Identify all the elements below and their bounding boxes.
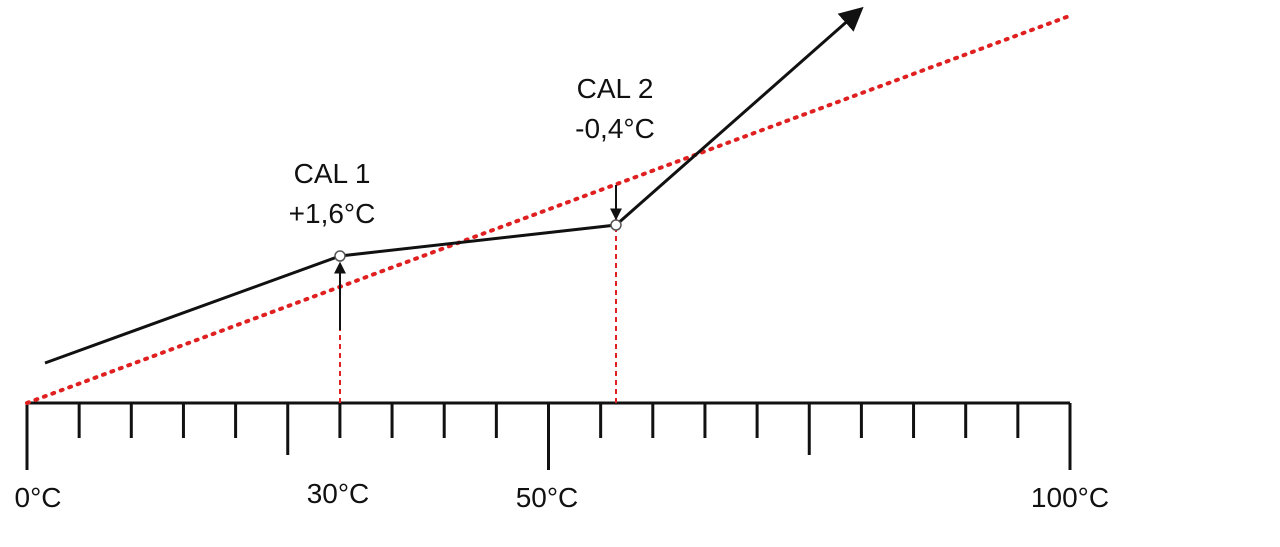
axis-label: 0°C — [15, 482, 62, 513]
cal-name: CAL 1 — [294, 158, 371, 189]
cal1-point — [334, 250, 346, 262]
scale-ticks — [25, 403, 1072, 470]
cal-offset: +1,6°C — [289, 198, 376, 229]
axis-label: 50°C — [516, 482, 579, 513]
cal2-point — [610, 219, 622, 231]
sensor-line — [44, 6, 864, 365]
axis-label: 100°C — [1031, 482, 1109, 513]
cal-offset: -0,4°C — [575, 113, 655, 144]
axis-label: 30°C — [307, 478, 370, 509]
cal-name: CAL 2 — [577, 73, 654, 104]
ideal-line — [25, 13, 1074, 405]
